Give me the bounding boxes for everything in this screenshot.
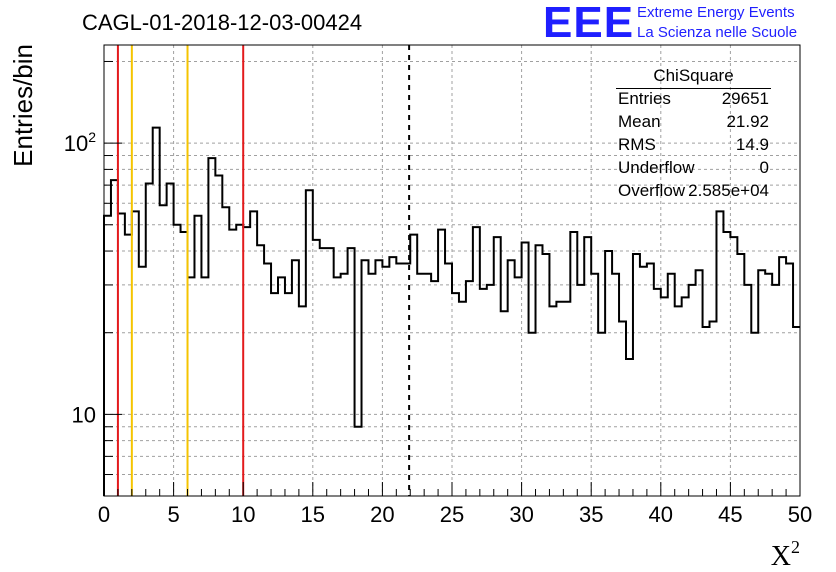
stats-row-entries: Entries 29651 [612, 89, 777, 112]
chart-title: CAGL-01-2018-12-03-00424 [82, 10, 363, 35]
x-tick-label: 10 [231, 502, 255, 527]
eee-logo-mark: EEE [543, 0, 635, 47]
stats-box: ChiSquare Entries 29651 Mean 21.92 RMS 1… [612, 66, 777, 204]
x-tick-label: 50 [788, 502, 812, 527]
histogram-series [103, 126, 800, 496]
stats-value: 21.92 [726, 112, 769, 131]
stats-row-mean: Mean 21.92 [612, 112, 777, 135]
x-tick-label: 30 [509, 502, 533, 527]
logo-line-1: Extreme Energy Events [637, 4, 795, 21]
stats-row-rms: RMS 14.9 [612, 135, 777, 158]
stats-value: 0 [759, 158, 769, 177]
logo-line-2: La Scienza nelle Scuole [637, 24, 798, 41]
x-tick-label: 20 [370, 502, 394, 527]
x-axis-label: X2 [771, 537, 800, 572]
stats-title: ChiSquare [616, 66, 771, 89]
stats-value: 14.9 [735, 135, 769, 154]
x-tick-label: 40 [649, 502, 673, 527]
x-tick-label: 5 [167, 502, 179, 527]
x-tick-label: 15 [301, 502, 325, 527]
stats-key: Underflow [618, 158, 695, 177]
stats-value: 2.585e+04 [688, 181, 769, 200]
stats-row-overflow: Overflow 2.585e+04 [612, 181, 777, 204]
stats-key: Entries [618, 89, 671, 108]
stats-value: 29651 [721, 89, 769, 108]
y-axis-label: Entries/bin [8, 44, 38, 167]
y-tick-label: 10 [72, 402, 96, 427]
x-tick-label: 25 [440, 502, 464, 527]
stats-key: Overflow [618, 181, 686, 200]
stats-row-underflow: Underflow 0 [612, 158, 777, 181]
y-tick-label: 102 [64, 129, 96, 156]
stats-key: Mean [618, 112, 661, 131]
x-tick-label: 35 [579, 502, 603, 527]
x-tick-label: 0 [98, 502, 110, 527]
stats-key: RMS [618, 135, 656, 154]
eee-logo: EEE Extreme Energy Events La Scienza nel… [543, 0, 836, 47]
x-tick-label: 45 [718, 502, 742, 527]
